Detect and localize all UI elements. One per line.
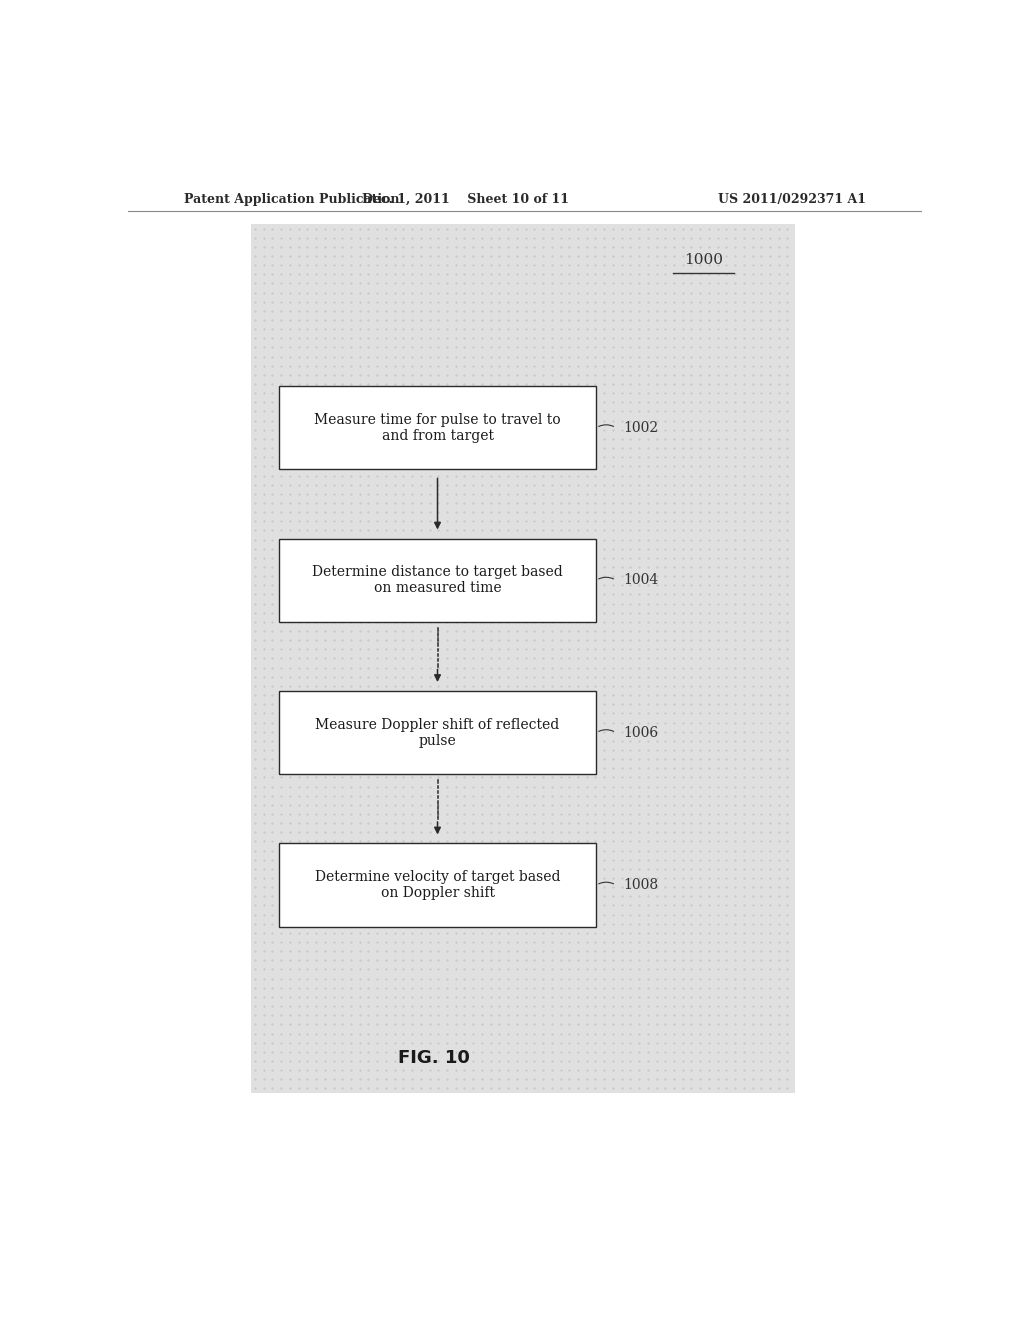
Text: Measure time for pulse to travel to
and from target: Measure time for pulse to travel to and … xyxy=(314,413,561,442)
Text: US 2011/0292371 A1: US 2011/0292371 A1 xyxy=(718,193,866,206)
Text: 1008: 1008 xyxy=(624,878,658,892)
Text: 1000: 1000 xyxy=(684,253,723,267)
Bar xyxy=(251,224,795,1093)
Bar xyxy=(279,385,596,470)
Text: Determine distance to target based
on measured time: Determine distance to target based on me… xyxy=(312,565,563,595)
Bar xyxy=(279,843,596,927)
Bar xyxy=(279,690,596,775)
Bar xyxy=(279,539,596,622)
Text: Measure Doppler shift of reflected
pulse: Measure Doppler shift of reflected pulse xyxy=(315,718,560,747)
Text: Dec. 1, 2011    Sheet 10 of 11: Dec. 1, 2011 Sheet 10 of 11 xyxy=(361,193,568,206)
Text: FIG. 10: FIG. 10 xyxy=(397,1049,469,1067)
Text: Determine velocity of target based
on Doppler shift: Determine velocity of target based on Do… xyxy=(314,870,560,900)
Text: Patent Application Publication: Patent Application Publication xyxy=(183,193,399,206)
Text: 1004: 1004 xyxy=(624,573,658,587)
Text: 1002: 1002 xyxy=(624,421,658,434)
Text: 1006: 1006 xyxy=(624,726,658,739)
